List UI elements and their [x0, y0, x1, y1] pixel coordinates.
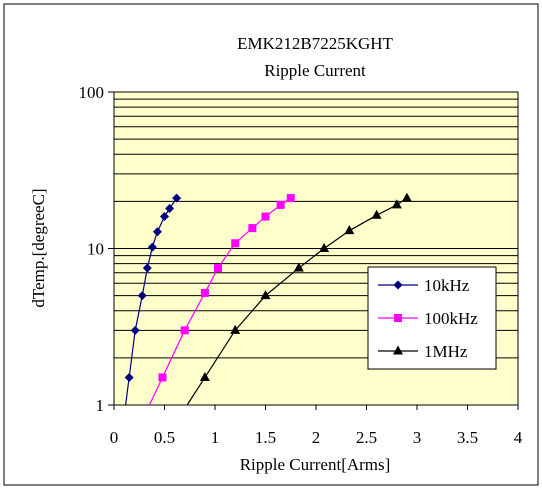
data-point [401, 192, 412, 202]
chart-title: EMK212B7225KGHT [237, 34, 393, 53]
x-tick-label: 3.5 [457, 428, 478, 447]
data-point [260, 290, 271, 300]
data-point [172, 193, 182, 203]
series-line [148, 197, 292, 405]
data-point [130, 325, 140, 335]
series-line [186, 197, 408, 405]
legend-marker [394, 314, 402, 322]
data-point [230, 324, 241, 334]
x-tick-label: 1 [211, 428, 220, 447]
y-tick-label: 10 [87, 240, 104, 259]
x-tick-label: 0 [110, 428, 119, 447]
chart-subtitle: Ripple Current [264, 61, 366, 80]
series-line [125, 197, 178, 405]
legend-label: 1MHz [424, 342, 468, 361]
series-10kHz [124, 193, 182, 405]
legend: 10kHz 100kHz 1MHz [367, 266, 497, 370]
data-point [371, 209, 382, 219]
legend-box [367, 266, 497, 370]
x-tick-label: 2.5 [356, 428, 377, 447]
data-point [261, 212, 270, 221]
data-point [286, 194, 295, 203]
legend-label: 10kHz [424, 276, 470, 295]
legend-label: 100kHz [424, 309, 478, 328]
data-point [199, 371, 210, 381]
series-1MHz [186, 192, 412, 405]
x-axis-label: Ripple Current[Arms] [240, 455, 391, 474]
data-point [180, 326, 189, 335]
data-point [160, 212, 169, 222]
data-point [293, 262, 304, 272]
series-100kHz [148, 194, 295, 405]
y-axis-label: dTemp.[degreeC] [29, 188, 48, 307]
data-series [124, 192, 412, 405]
y-tick-label: 1 [96, 396, 105, 415]
data-point [319, 243, 330, 252]
data-point [147, 242, 157, 252]
data-point [165, 204, 175, 214]
x-tick-label: 0.5 [154, 428, 175, 447]
data-point [276, 200, 285, 209]
data-point [248, 224, 257, 233]
x-tick-label: 4 [514, 428, 523, 447]
axes: 1 10 100 0 0.5 1 1.5 2 2.5 3 3.5 4 [79, 83, 523, 447]
data-point [137, 291, 147, 301]
legend-marker [393, 280, 403, 290]
x-tick-label: 3 [413, 428, 422, 447]
data-point [231, 239, 240, 248]
data-point [158, 373, 167, 382]
data-point [344, 225, 355, 235]
data-point [152, 227, 162, 237]
x-tick-label: 1.5 [255, 428, 276, 447]
data-point [142, 263, 152, 273]
data-point [200, 288, 209, 297]
y-tick-label: 100 [79, 83, 105, 102]
legend-marker [393, 345, 403, 355]
data-point [214, 264, 223, 273]
data-point [124, 372, 134, 382]
data-point [391, 199, 402, 209]
x-tick-label: 2 [312, 428, 321, 447]
